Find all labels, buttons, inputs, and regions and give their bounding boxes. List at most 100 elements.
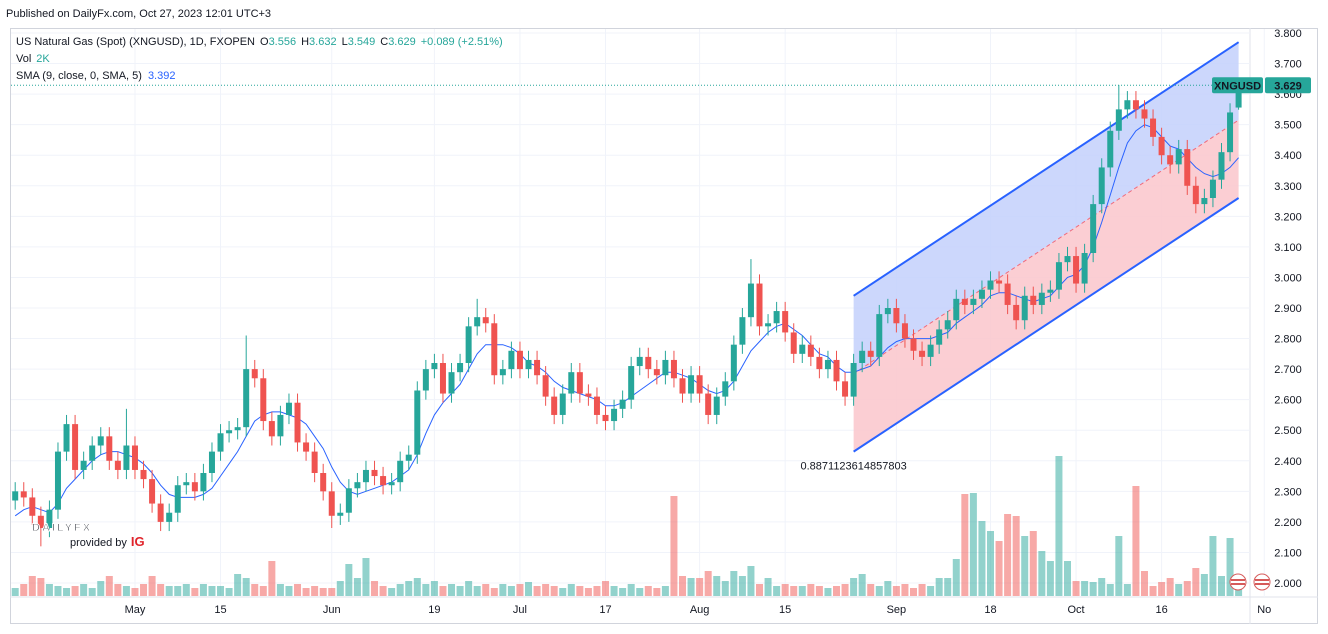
volume-bar xyxy=(388,588,396,596)
event-icons xyxy=(1229,573,1271,591)
volume-bar xyxy=(1038,551,1046,596)
volume-bar xyxy=(995,541,1003,596)
volume-bar xyxy=(448,584,456,596)
regression-channel: 0.8871123614857803 xyxy=(800,41,1240,473)
high-prefix: H xyxy=(301,36,309,48)
candle-body xyxy=(568,372,575,394)
volume-bar xyxy=(884,581,892,596)
candle-body xyxy=(653,369,660,376)
volume-bar xyxy=(276,584,284,596)
candle-body xyxy=(611,408,618,422)
candle-body xyxy=(54,451,61,510)
volume-bar xyxy=(542,584,550,596)
volume-bar xyxy=(294,584,302,596)
volume-bar xyxy=(730,571,738,596)
volume-bar xyxy=(892,586,900,596)
candle-body xyxy=(1218,152,1225,180)
candle-body xyxy=(140,469,147,480)
candle-body xyxy=(773,311,780,324)
candle-body xyxy=(636,356,643,367)
candle-body xyxy=(114,460,121,470)
volume-bar xyxy=(1021,536,1029,596)
volume-bar xyxy=(901,584,909,596)
candle-body xyxy=(816,356,823,370)
candle-body xyxy=(534,359,541,376)
candle-body xyxy=(790,332,797,354)
candle-body xyxy=(1150,118,1157,137)
event-flag[interactable] xyxy=(1229,573,1247,591)
candle-body xyxy=(585,393,592,397)
volume-bar xyxy=(661,586,669,596)
candle-body xyxy=(850,363,857,397)
volume-bar xyxy=(345,564,353,596)
candle-body xyxy=(80,460,87,470)
open-value: 3.556 xyxy=(269,36,297,48)
candle-body xyxy=(1107,130,1114,168)
volume-bar xyxy=(1123,584,1131,596)
candle-body xyxy=(397,460,404,483)
volume-bar xyxy=(1166,578,1174,596)
volume-bar xyxy=(798,586,806,596)
volume-value: 2K xyxy=(36,53,50,65)
candle-body xyxy=(1201,198,1208,205)
candle-body xyxy=(465,326,472,363)
sma-title: SMA (9, close, 0, SMA, 5) xyxy=(16,70,142,82)
y-tick-label: 2.900 xyxy=(1274,303,1302,315)
volume-bar xyxy=(593,586,601,596)
close-value: 3.629 xyxy=(388,36,416,48)
candle-body xyxy=(559,393,566,415)
y-tick-label: 3.000 xyxy=(1274,272,1302,284)
volume-bar xyxy=(704,571,712,596)
candle-body xyxy=(670,359,677,379)
candle-body xyxy=(268,421,275,437)
volume-bar xyxy=(525,582,533,596)
volume-bar xyxy=(550,586,558,596)
y-tick-label: 2.200 xyxy=(1274,517,1302,529)
volume-bar xyxy=(935,578,943,596)
volume-pane xyxy=(11,456,1243,596)
candle-body xyxy=(944,320,951,330)
candle-body xyxy=(260,378,267,422)
candle-body xyxy=(705,393,712,415)
volume-bar xyxy=(1175,584,1183,596)
candle-body xyxy=(362,469,369,483)
y-tick-label: 2.400 xyxy=(1274,456,1302,468)
volume-bar xyxy=(653,588,661,596)
volume-bar xyxy=(1200,574,1208,596)
candle-body xyxy=(285,402,292,415)
candle-body xyxy=(1090,204,1097,253)
dailyfx-watermark: DAILYFX provided by IG xyxy=(32,522,145,550)
channel-upper-line xyxy=(853,41,1240,297)
volume-bar xyxy=(1055,456,1063,596)
volume-bar xyxy=(738,576,746,596)
volume-bar xyxy=(627,584,635,596)
channel-lower-fill xyxy=(853,120,1239,452)
candle-body xyxy=(1021,295,1028,321)
volume-bar xyxy=(199,584,207,596)
candle-body xyxy=(859,350,866,363)
y-tick-label: 2.300 xyxy=(1274,486,1302,498)
y-tick-label: 3.700 xyxy=(1274,59,1302,71)
volume-bar xyxy=(986,531,994,596)
x-tick-label: 19 xyxy=(428,604,440,616)
volume-bar xyxy=(499,584,507,596)
candle-body xyxy=(927,344,934,357)
volume-bar xyxy=(465,581,473,596)
candle-body xyxy=(884,308,891,315)
legend-sma: SMA (9, close, 0, SMA, 5) 3.392 xyxy=(16,70,175,82)
volume-bar xyxy=(619,588,627,596)
x-tick-label: 15 xyxy=(779,604,791,616)
candle-body xyxy=(1158,136,1165,156)
volume-bar xyxy=(841,584,849,596)
candle-body xyxy=(1047,289,1054,293)
volume-bar xyxy=(670,496,678,596)
volume-bar xyxy=(910,588,918,596)
candle-body xyxy=(448,372,455,394)
candle-body xyxy=(893,308,900,324)
volume-bar xyxy=(824,588,832,596)
open-prefix: O xyxy=(260,36,269,48)
volume-bar xyxy=(413,578,421,596)
candle-body xyxy=(901,323,908,339)
x-tick-label: Oct xyxy=(1067,604,1084,616)
event-flag[interactable] xyxy=(1253,573,1271,591)
